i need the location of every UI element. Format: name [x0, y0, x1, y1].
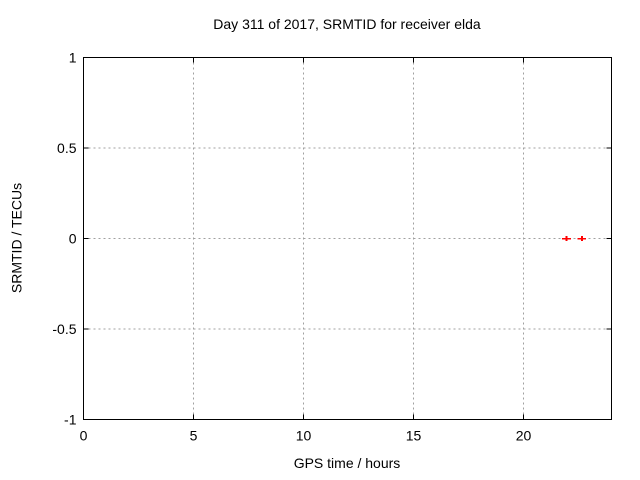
y-tick-label: -0.5: [52, 321, 76, 337]
data-point-marker: [577, 236, 587, 241]
point-center: [580, 236, 583, 241]
point-center: [565, 236, 568, 241]
chart-title: Day 311 of 2017, SRMTID for receiver eld…: [213, 16, 481, 32]
y-tick-label: 0.5: [57, 140, 77, 156]
y-tick-label: 0: [69, 231, 77, 247]
data-point-marker: [562, 236, 571, 241]
plot-border: [83, 57, 612, 420]
x-tick-label: 15: [406, 428, 422, 444]
x-tick-label: 5: [190, 428, 198, 444]
y-tick-label: -1: [64, 412, 77, 428]
x-tick-label: 20: [516, 428, 532, 444]
x-tick-label: 10: [296, 428, 312, 444]
y-tick-label: 1: [69, 50, 77, 66]
x-axis-label: GPS time / hours: [293, 455, 401, 471]
x-tick-label: 0: [80, 428, 88, 444]
